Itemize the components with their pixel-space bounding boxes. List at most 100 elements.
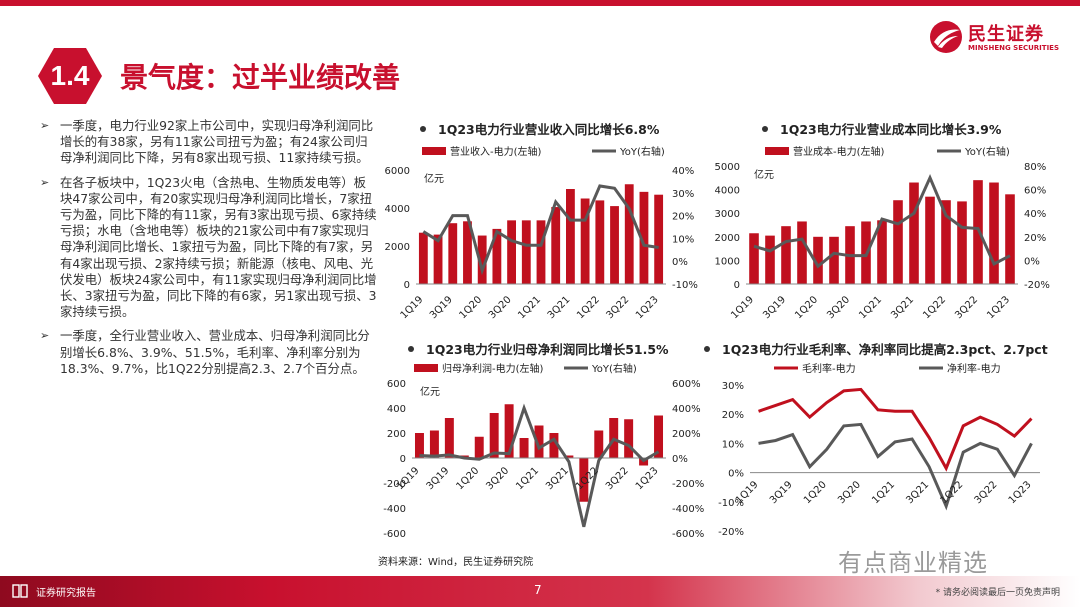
bar — [797, 221, 807, 284]
x-tick-label: 3Q22 — [953, 294, 980, 321]
logo-text-en: MINSHENG SECURITIES — [968, 44, 1059, 52]
bullet-list: ➢ 一季度，电力行业92家上市公司中，实现归母净利润同比增长的有38家，另有11家… — [38, 118, 378, 385]
x-tick-label: 1Q19 — [399, 294, 426, 321]
y-right-tick-label: -10% — [672, 280, 698, 291]
y-right-tick-label: 40% — [672, 166, 694, 177]
x-tick-label: 1Q22 — [575, 294, 602, 321]
y-left-tick-label: 0 — [404, 280, 410, 291]
yoy-line — [422, 184, 659, 276]
y-tick-label: 20% — [722, 410, 744, 421]
y-right-tick-label: 80% — [1024, 162, 1046, 173]
chart-title-text: 1Q23电力行业归母净利润同比增长51.5% — [426, 342, 669, 357]
bar — [536, 220, 546, 284]
y-left-tick-label: 3000 — [715, 209, 740, 220]
chart-cost: 营业成本-电力(左轴) YoY(右轴) 亿元 0 1000 2000 3000 4000 500… — [715, 145, 1050, 321]
bullet-dot-icon — [420, 125, 426, 132]
y-right-tick-label: 40% — [1024, 209, 1046, 220]
bar — [829, 236, 839, 284]
logo-mark-icon — [930, 21, 962, 53]
bar — [941, 200, 951, 284]
bar — [765, 235, 775, 284]
bar — [474, 436, 484, 458]
bar — [444, 418, 454, 458]
y-right-tick-label: 0% — [1024, 256, 1040, 267]
book-icon — [12, 584, 28, 598]
bar — [519, 438, 529, 458]
yoy-line — [419, 403, 660, 528]
y-tick-label: -20% — [718, 527, 744, 538]
section-badge-shape — [38, 48, 102, 104]
x-tick-label: 3Q22 — [973, 479, 1000, 506]
x-tick-label: 3Q22 — [604, 465, 631, 492]
bullet-dot-icon — [704, 345, 710, 352]
bar — [463, 221, 472, 284]
y-right-tick-label: 0% — [672, 454, 688, 465]
chart-profit: 归母净利润-电力(左轴) YoY(右轴) 亿元 -600 -400 -200 0 200 400… — [383, 362, 704, 540]
bar — [813, 236, 823, 284]
bar — [624, 184, 634, 284]
bar — [624, 419, 634, 458]
y-right-tick-label: -200% — [672, 479, 704, 490]
net-margin-line — [758, 422, 1033, 511]
y-left-tick-label: 5000 — [715, 162, 740, 173]
y-left-tick-label: 6000 — [385, 166, 410, 177]
bar — [492, 228, 502, 284]
x-tick-label: 1Q20 — [457, 294, 484, 321]
bullet-text: 一季度，全行业营业收入、营业成本、归母净利润同比分别增长6.8%、3.9%、51… — [60, 328, 370, 376]
x-tick-label: 1Q23 — [634, 294, 661, 321]
source-note: 资料来源：Wind，民生证券研究院 — [378, 557, 534, 568]
chart-title-cost: 1Q23电力行业营业成本同比增长3.9% — [762, 119, 1001, 138]
y-left-tick-label: 2000 — [715, 233, 740, 244]
page-title: 景气度：过半业绩改善 — [120, 61, 401, 94]
bullet-dot-icon — [408, 345, 414, 352]
y-left-tick-label: 0 — [400, 454, 406, 465]
y-left-tick-label: 400 — [387, 404, 406, 415]
y-right-tick-label: -400% — [672, 504, 704, 515]
y-left-tick-label: -600 — [383, 529, 406, 540]
y-left-tick-label: 4000 — [715, 186, 740, 197]
legend-label: 净利率-电力 — [947, 362, 1001, 375]
footer-bar: 证券研究报告 7 * 请务必阅读最后一页免责声明 — [0, 576, 1080, 607]
bar — [564, 455, 574, 458]
y-left-tick-label: -400 — [383, 504, 406, 515]
bar — [654, 194, 664, 284]
legend-label: 毛利率-电力 — [802, 362, 856, 375]
legend-swatch-bar — [414, 364, 438, 372]
legend-label: YoY(右轴) — [591, 362, 637, 375]
bar — [909, 182, 919, 284]
y-left-tick-label: 4000 — [385, 204, 410, 215]
legend-swatch-bar — [765, 147, 789, 155]
x-tick-label: 1Q23 — [1007, 479, 1034, 506]
bullet-dot-icon — [762, 125, 768, 132]
x-tick-label: 1Q19 — [734, 479, 761, 506]
x-tick-label: 1Q20 — [455, 465, 482, 492]
y-tick-label: -10% — [718, 498, 744, 509]
x-tick-label: 1Q20 — [802, 479, 829, 506]
x-tick-label: 1Q21 — [857, 294, 884, 321]
bar — [925, 196, 935, 284]
x-tick-label: 3Q21 — [544, 465, 571, 492]
bar — [989, 182, 999, 284]
bar — [580, 198, 590, 284]
bar — [893, 200, 903, 284]
bar — [781, 226, 791, 284]
chart-title-text: 1Q23电力行业毛利率、净利率同比提高2.3pct、2.7pct — [722, 342, 1048, 357]
x-tick-label: 1Q20 — [793, 294, 820, 321]
bar — [549, 433, 559, 458]
chart-title-margin: 1Q23电力行业毛利率、净利率同比提高2.3pct、2.7pct — [704, 339, 1048, 358]
x-tick-label: 3Q20 — [825, 294, 852, 321]
bullet-item: ➢ 在各子板块中，1Q23火电（含热电、生物质发电等）板块47家公司中，有20家实… — [38, 175, 378, 321]
x-tick-label: 1Q22 — [921, 294, 948, 321]
chart-revenue: 营业收入-电力(左轴) YoY(右轴) 亿元 0 2000 4000 6000 -10% 0% 1… — [385, 145, 698, 321]
bar — [433, 234, 443, 284]
minsheng-logo: 民生证券 MINSHENG SECURITIES — [928, 18, 1059, 58]
y-left-tick-label: 2000 — [385, 242, 410, 253]
x-tick-label: 3Q19 — [761, 294, 788, 321]
y-tick-label: 0% — [728, 469, 744, 480]
bar — [504, 404, 514, 458]
x-tick-label: 1Q21 — [516, 294, 543, 321]
bullet-item: ➢ 一季度，电力行业92家上市公司中，实现归母净利润同比增长的有38家，另有11家… — [38, 118, 378, 167]
y-right-tick-label: 200% — [672, 429, 701, 440]
x-tick-label: 1Q19 — [729, 294, 756, 321]
bar — [448, 223, 458, 284]
